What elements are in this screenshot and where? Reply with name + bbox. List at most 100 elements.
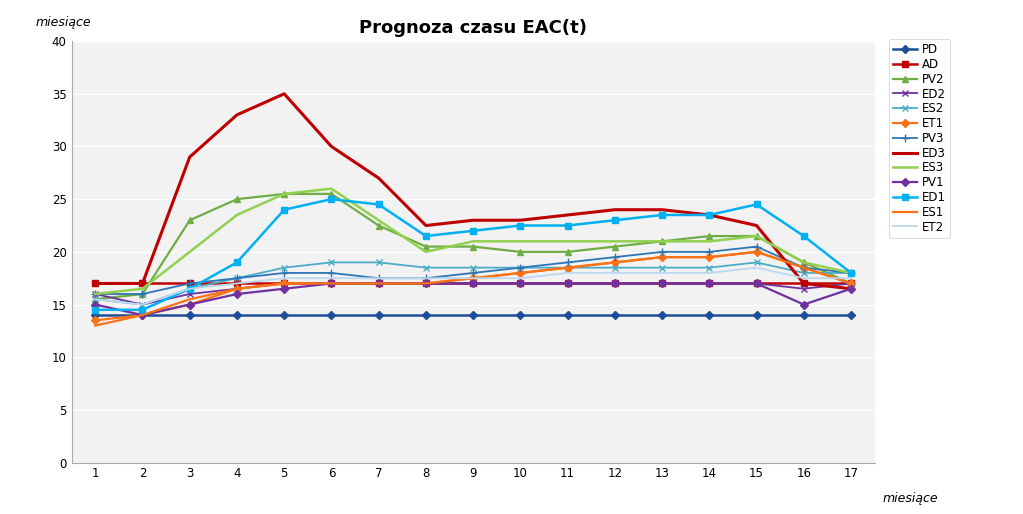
PV3	[136, 291, 148, 297]
ET2	[136, 301, 148, 307]
ES1	[89, 323, 101, 329]
ED2	[419, 281, 432, 287]
ET2	[515, 275, 527, 281]
ET1	[466, 275, 479, 281]
AD	[656, 281, 668, 287]
AD	[515, 281, 527, 287]
ED2	[372, 281, 385, 287]
ES2	[325, 259, 338, 265]
ES3	[609, 238, 621, 244]
PV2	[703, 233, 715, 239]
AD	[325, 281, 338, 287]
ED3	[703, 212, 715, 218]
PV3	[703, 249, 715, 255]
ET2	[278, 275, 291, 281]
ED2	[515, 281, 527, 287]
ES1	[515, 270, 527, 276]
AD	[751, 281, 763, 287]
ED1	[845, 270, 857, 276]
Line: AD: AD	[92, 280, 854, 287]
ET1	[136, 312, 148, 318]
ED1	[703, 212, 715, 218]
ES1	[798, 265, 810, 271]
ED1	[609, 217, 621, 223]
Line: ES2: ES2	[92, 259, 854, 308]
ED3	[515, 217, 527, 223]
ET1	[562, 265, 574, 271]
ES1	[656, 254, 668, 260]
ES1	[183, 296, 195, 302]
ED1	[231, 259, 243, 265]
PV1	[325, 281, 338, 287]
ED3	[89, 281, 101, 287]
Text: miesiące: miesiące	[883, 492, 938, 505]
PD	[515, 312, 527, 318]
Line: ED3: ED3	[95, 94, 851, 289]
ET1	[419, 281, 432, 287]
PV3	[562, 259, 574, 265]
ES2	[562, 265, 574, 271]
AD	[231, 281, 243, 287]
Line: ED2: ED2	[92, 280, 854, 308]
ED3	[845, 286, 857, 292]
ED1	[562, 223, 574, 229]
ED2	[562, 281, 574, 287]
Line: ED1: ED1	[92, 196, 854, 314]
ES2	[656, 265, 668, 271]
ED1	[372, 201, 385, 208]
ES3	[325, 186, 338, 192]
PV3	[656, 249, 668, 255]
ES1	[845, 281, 857, 287]
ET1	[609, 259, 621, 265]
ED3	[183, 154, 195, 160]
ES1	[325, 281, 338, 287]
ET2	[183, 286, 195, 292]
ED2	[656, 281, 668, 287]
PV2	[419, 244, 432, 250]
PV2	[656, 238, 668, 244]
ES2	[609, 265, 621, 271]
PD	[419, 312, 432, 318]
ES2	[278, 265, 291, 271]
PV3	[372, 275, 385, 281]
AD	[183, 281, 195, 287]
ED2	[183, 291, 195, 297]
ES1	[278, 281, 291, 287]
PD	[325, 312, 338, 318]
Line: PV1: PV1	[92, 281, 854, 318]
ES3	[231, 212, 243, 218]
ET1	[372, 281, 385, 287]
ED3	[278, 90, 291, 97]
ES2	[231, 275, 243, 281]
PV2	[372, 223, 385, 229]
PV3	[183, 281, 195, 287]
PV1	[183, 301, 195, 307]
ED1	[515, 223, 527, 229]
ES3	[89, 291, 101, 297]
ED1	[136, 307, 148, 313]
ES3	[798, 259, 810, 265]
ES1	[466, 275, 479, 281]
PV3	[231, 275, 243, 281]
PV2	[89, 296, 101, 302]
ES3	[278, 191, 291, 197]
PV1	[515, 281, 527, 287]
Line: ES3: ES3	[95, 189, 851, 294]
PD	[656, 312, 668, 318]
ET1	[515, 270, 527, 276]
ED2	[751, 281, 763, 287]
ED2	[609, 281, 621, 287]
ED1	[798, 233, 810, 239]
ED2	[845, 281, 857, 287]
Line: PV2: PV2	[92, 190, 854, 303]
ES2	[751, 259, 763, 265]
ED2	[466, 281, 479, 287]
ET2	[89, 296, 101, 302]
ET1	[278, 281, 291, 287]
PV2	[325, 191, 338, 197]
ES2	[466, 265, 479, 271]
PV3	[609, 254, 621, 260]
AD	[703, 281, 715, 287]
ED3	[466, 217, 479, 223]
ET2	[845, 275, 857, 281]
